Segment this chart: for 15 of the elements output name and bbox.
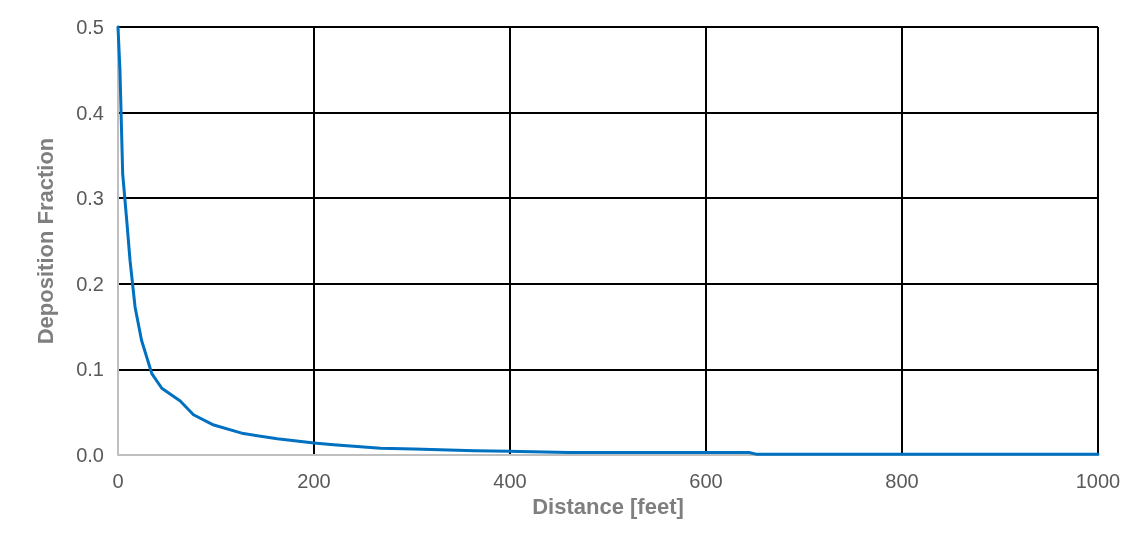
x-tick-label: 0 bbox=[112, 470, 124, 492]
y-tick-label: 0.2 bbox=[76, 272, 104, 295]
y-axis-title: Deposition Fraction bbox=[32, 137, 58, 345]
x-axis-title: Distance [feet] bbox=[532, 494, 684, 520]
y-tick-label: 0.0 bbox=[76, 444, 104, 466]
line-series bbox=[116, 25, 1100, 456]
x-tick-label: 1000 bbox=[1075, 470, 1121, 492]
x-tick-label: 800 bbox=[885, 470, 919, 492]
y-tick-label: 0.5 bbox=[76, 16, 104, 38]
y-tick-label: 0.3 bbox=[76, 187, 104, 210]
y-tick-label: 0.4 bbox=[76, 101, 104, 124]
x-tick-label: 600 bbox=[689, 470, 723, 492]
y-tick-label: 0.1 bbox=[76, 358, 104, 381]
x-tick-label: 200 bbox=[297, 470, 331, 492]
x-tick-label: 400 bbox=[493, 470, 527, 492]
